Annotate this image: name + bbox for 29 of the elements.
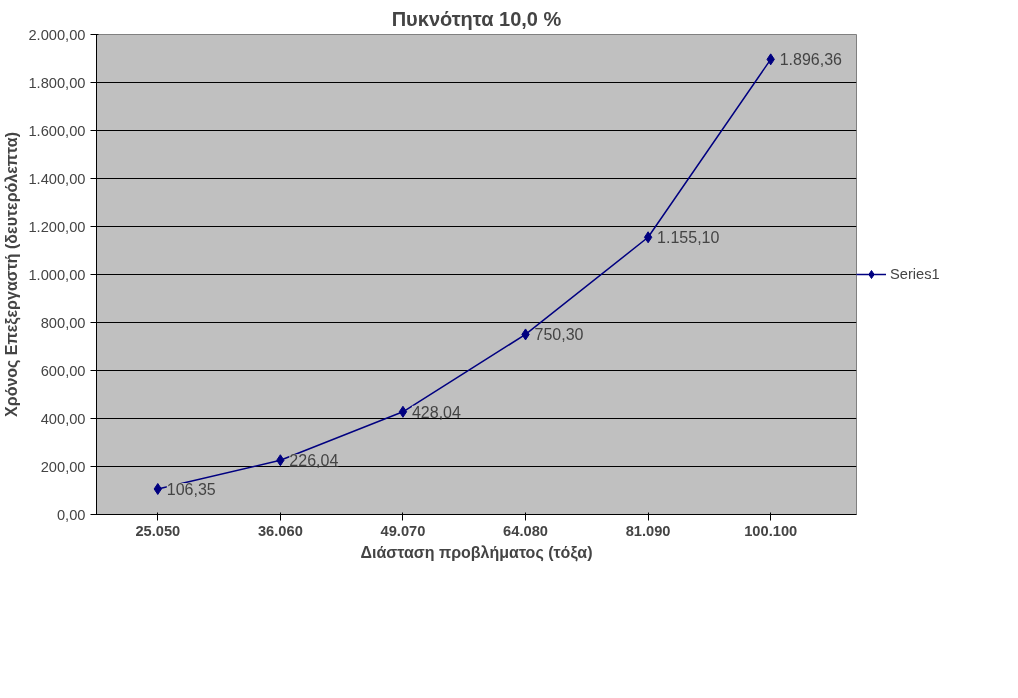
data-label: 1.155,10 xyxy=(657,229,720,247)
data-label: 1.896,36 xyxy=(779,51,843,69)
y-tick-label: 200,00 xyxy=(40,458,86,475)
x-tick-label: 36.060 xyxy=(257,522,303,539)
data-label: 428,04 xyxy=(411,403,461,421)
y-tick-label: 600,00 xyxy=(40,362,86,379)
y-tick-label: 400,00 xyxy=(40,410,86,427)
point xyxy=(398,405,408,418)
y-tick-label: 1.200,00 xyxy=(28,218,86,235)
x-tick-label: 81.090 xyxy=(625,522,671,539)
y-tick-label: 1.600,00 xyxy=(28,122,86,139)
y-axis-title: Χρόνος Επεξεργαστή (δευτερόλεπτα) xyxy=(3,132,22,417)
x-tick-label: 49.070 xyxy=(380,522,426,539)
x-tick-label: 25.050 xyxy=(135,522,181,539)
y-tick-label: 0,00 xyxy=(56,506,86,523)
chart-title: Πυκνότητα 10,0 % xyxy=(391,7,562,30)
y-tick-label: 2.000,00 xyxy=(28,26,86,43)
y-tick-label: 800,00 xyxy=(40,314,86,331)
legend-label: Series1 xyxy=(890,266,940,282)
x-tick-label: 100.100 xyxy=(744,522,798,539)
y-tick-label: 1.400,00 xyxy=(28,170,86,187)
x-tick-label: 64.080 xyxy=(503,522,548,539)
x-axis-title: Διάσταση προβλήματος (τόξα) xyxy=(360,543,593,562)
y-tick-label: 1.800,00 xyxy=(28,74,86,91)
data-label: 106,35 xyxy=(166,480,216,498)
data-label: 750,30 xyxy=(534,326,584,344)
y-tick-label: 1.000,00 xyxy=(28,266,86,283)
point xyxy=(643,231,653,244)
data-label: 226,04 xyxy=(289,452,339,470)
